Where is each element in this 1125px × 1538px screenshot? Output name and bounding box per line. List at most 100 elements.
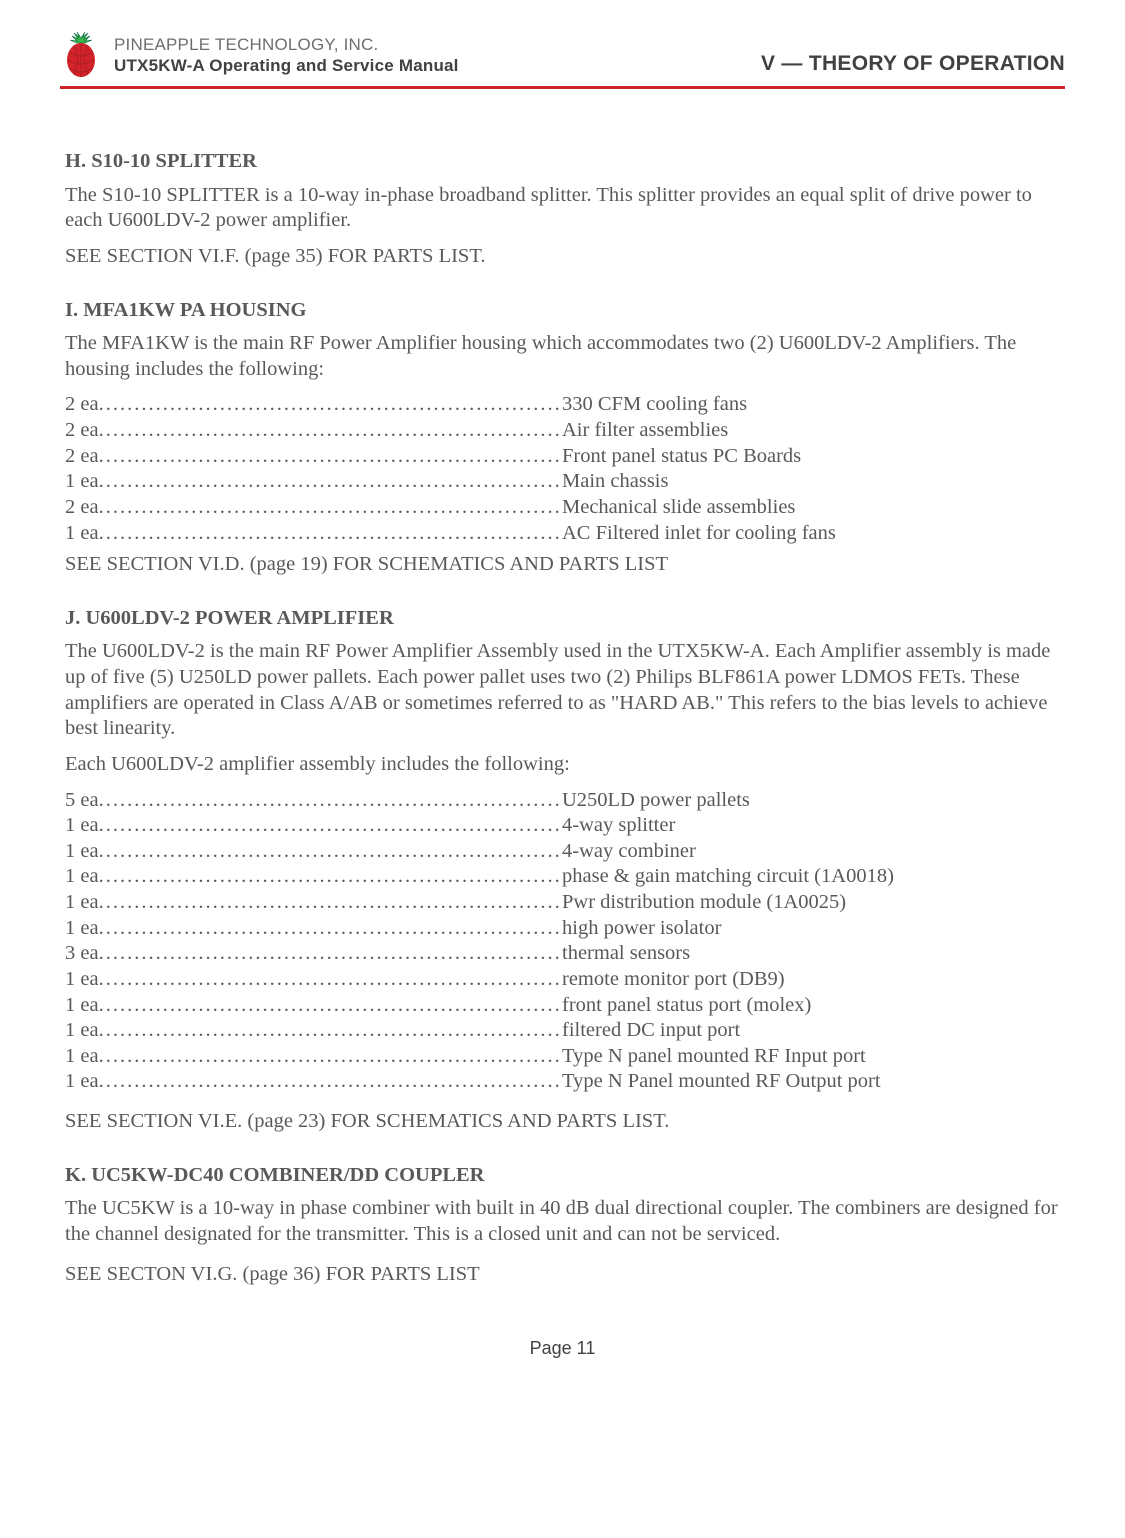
company-name: PINEAPPLE TECHNOLOGY, INC. [114,34,459,55]
parts-leader: 2 ea....................................… [65,392,560,418]
parts-row: 1 ea....................................… [65,1044,1060,1070]
para-h1: The S10-10 SPLITTER is a 10-way in-phase… [65,183,1060,234]
parts-row: 1 ea....................................… [65,839,1060,865]
parts-leader: 1 ea....................................… [65,993,560,1019]
parts-row: 3 ea....................................… [65,941,1060,967]
para-j3: SEE SECTION VI.E. (page 23) FOR SCHEMATI… [65,1109,1060,1135]
parts-qty: 1 ea [65,864,99,890]
parts-qty: 2 ea [65,418,99,444]
heading-h: H. S10-10 SPLITTER [65,149,1060,175]
parts-leader-dots: ........................................… [99,839,560,865]
parts-desc: Air filter assemblies [560,418,728,444]
parts-qty: 1 ea [65,521,99,547]
parts-leader: 1 ea....................................… [65,1018,560,1044]
parts-leader: 2 ea....................................… [65,418,560,444]
parts-leader-dots: ........................................… [99,521,560,547]
parts-leader-dots: ........................................… [99,941,560,967]
parts-row: 1 ea ...................................… [65,1069,1060,1095]
parts-leader-dots: ........................................… [99,916,560,942]
parts-row: 2 ea....................................… [65,495,1060,521]
parts-desc: high power isolator [560,916,721,942]
parts-desc: 4-way splitter [560,813,675,839]
parts-desc: Pwr distribution module (1A0025) [560,890,846,916]
parts-qty: 2 ea [65,444,99,470]
parts-desc: 4-way combiner [560,839,696,865]
para-h2: SEE SECTION VI.F. (page 35) FOR PARTS LI… [65,244,1060,270]
parts-leader-dots: ........................................… [99,967,560,993]
parts-leader: 1 ea....................................… [65,864,560,890]
parts-desc: Mechanical slide assemblies [560,495,795,521]
parts-qty: 2 ea [65,392,99,418]
parts-leader-dots: ........................................… [99,1018,560,1044]
parts-leader: 1 ea....................................… [65,916,560,942]
heading-j: J. U600LDV-2 POWER AMPLIFIER [65,606,1060,632]
parts-qty: 2 ea [65,495,99,521]
parts-leader: 1 ea....................................… [65,839,560,865]
para-k1: The UC5KW is a 10-way in phase combiner … [65,1196,1060,1247]
parts-leader-dots: ........................................… [99,813,560,839]
parts-row: 1 ea....................................… [65,967,1060,993]
parts-leader-dots: ........................................… [99,495,560,521]
manual-title: UTX5KW-A Operating and Service Manual [114,55,459,76]
para-j2: Each U600LDV-2 amplifier assembly includ… [65,752,1060,778]
page: PINEAPPLE TECHNOLOGY, INC. UTX5KW-A Oper… [0,0,1125,1400]
parts-row: 2 ea....................................… [65,392,1060,418]
parts-qty: 1 ea [65,1069,99,1095]
parts-row: 2 ea....................................… [65,418,1060,444]
parts-row: 1 ea....................................… [65,890,1060,916]
para-i1: The MFA1KW is the main RF Power Amplifie… [65,331,1060,382]
parts-desc: Type N Panel mounted RF Output port [560,1069,881,1095]
parts-row: 2 ea....................................… [65,444,1060,470]
parts-row: 1 ea....................................… [65,469,1060,495]
header-left: PINEAPPLE TECHNOLOGY, INC. UTX5KW-A Oper… [60,30,459,78]
parts-qty: 1 ea [65,1044,99,1070]
parts-desc: phase & gain matching circuit (1A0018) [560,864,894,890]
parts-qty: 1 ea [65,967,99,993]
parts-leader-dots: ........................................… [99,890,560,916]
parts-leader: 1 ea....................................… [65,521,560,547]
parts-qty: 1 ea [65,993,99,1019]
parts-leader: 1 ea....................................… [65,890,560,916]
para-k2: SEE SECTON VI.G. (page 36) FOR PARTS LIS… [65,1262,1060,1288]
pineapple-icon [67,32,95,77]
parts-qty: 5 ea [65,788,99,814]
heading-k: K. UC5KW-DC40 COMBINER/DD COUPLER [65,1163,1060,1189]
parts-row: 1 ea....................................… [65,521,1060,547]
parts-leader-dots: ........................................… [99,993,560,1019]
parts-leader-dots: ........................................… [99,444,560,470]
company-logo-icon [60,30,102,78]
parts-leader: 1 ea....................................… [65,813,560,839]
parts-qty: 3 ea [65,941,99,967]
parts-leader: 3 ea....................................… [65,941,560,967]
parts-qty: 1 ea [65,469,99,495]
parts-desc: 330 CFM cooling fans [560,392,747,418]
parts-qty: 1 ea [65,839,99,865]
parts-qty: 1 ea [65,813,99,839]
page-footer: Page 11 [65,1337,1060,1360]
parts-desc: Type N panel mounted RF Input port [560,1044,866,1070]
parts-desc: Main chassis [560,469,668,495]
parts-desc: U250LD power pallets [560,788,750,814]
parts-desc: filtered DC input port [560,1018,740,1044]
parts-leader: 1 ea ...................................… [65,1069,560,1095]
parts-desc: remote monitor port (DB9) [560,967,785,993]
parts-leader: 2 ea....................................… [65,444,560,470]
parts-leader-dots: ........................................… [99,864,560,890]
parts-leader-dots: ........................................… [99,418,560,444]
parts-row: 1 ea....................................… [65,864,1060,890]
parts-leader-dots: ........................................… [99,469,560,495]
section-title: V — THEORY OF OPERATION [761,30,1065,76]
parts-desc: thermal sensors [560,941,690,967]
parts-leader: 1 ea....................................… [65,1044,560,1070]
content-area: H. S10-10 SPLITTER The S10-10 SPLITTER i… [60,89,1065,1360]
parts-row: 1 ea....................................… [65,813,1060,839]
parts-qty: 1 ea [65,1018,99,1044]
header-title-block: PINEAPPLE TECHNOLOGY, INC. UTX5KW-A Oper… [114,30,459,77]
page-header: PINEAPPLE TECHNOLOGY, INC. UTX5KW-A Oper… [60,30,1065,78]
parts-desc: Front panel status PC Boards [560,444,801,470]
heading-i: I. MFA1KW PA HOUSING [65,298,1060,324]
parts-list-j: 5 ea....................................… [65,788,1060,1096]
parts-leader-dots: ........................................… [99,1044,560,1070]
parts-desc: front panel status port (molex) [560,993,811,1019]
parts-row: 1 ea....................................… [65,993,1060,1019]
